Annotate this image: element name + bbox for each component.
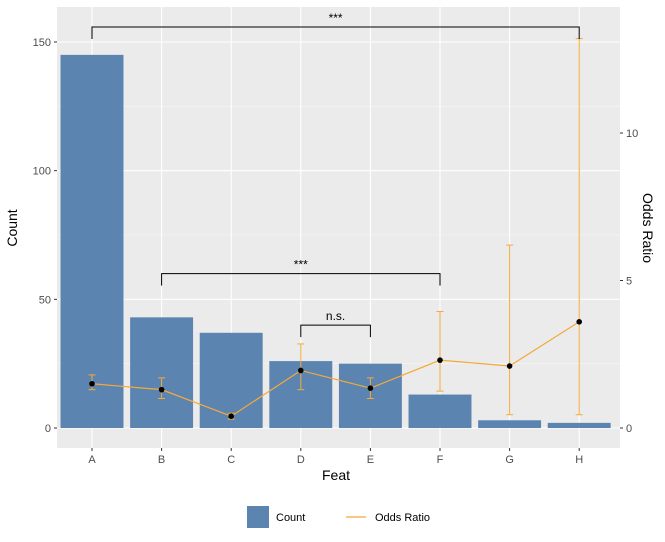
bar-h	[547, 422, 611, 428]
significance-label: ***	[294, 258, 308, 272]
x-tick-label-d: D	[297, 454, 305, 466]
y-tick-label: 100	[33, 166, 51, 178]
bars	[60, 54, 611, 428]
odds-ratio-point-h	[576, 319, 582, 325]
y2-tick-label: 5	[626, 276, 632, 288]
odds-ratio-point-c	[228, 413, 234, 420]
legend-count-label: Count	[276, 512, 305, 524]
odds-ratio-point-g	[506, 363, 513, 369]
x-tick-label-e: E	[367, 454, 374, 466]
y-tick-label: 150	[33, 37, 51, 49]
x-tick-label-f: F	[437, 454, 444, 466]
odds-ratio-point-b	[158, 386, 165, 393]
significance-bracket	[91, 26, 580, 39]
odds-ratio-line	[91, 321, 580, 417]
x-tick-label-b: B	[158, 454, 165, 466]
y2-tick-label: 0	[626, 423, 632, 435]
y2-axis-title: Odds Ratio	[640, 193, 656, 263]
bar-g	[478, 420, 542, 428]
bar-f	[408, 394, 472, 428]
x-tick-label-c: C	[227, 454, 235, 466]
odds-ratio-point-a	[89, 380, 95, 387]
significance-bracket	[161, 273, 441, 286]
significance-annotations: *** *** n.s.	[91, 11, 580, 338]
axes: 0 50 100 150 0 5 10 A B C D E F G H	[33, 37, 639, 466]
error-bars	[88, 38, 583, 420]
odds-ratio-point-f	[437, 357, 443, 363]
bar-a	[60, 54, 124, 428]
x-axis-title: Feat	[322, 467, 350, 483]
x-tick-label-g: G	[505, 454, 514, 466]
odds-ratio-polyline	[91, 321, 580, 417]
y-tick-label: 50	[39, 294, 51, 306]
x-tick-label-h: H	[575, 454, 583, 466]
significance-bracket	[300, 324, 371, 338]
legend: Count Odds Ratio	[247, 506, 430, 528]
odds-ratio-point-d	[298, 367, 304, 374]
bar-b	[130, 317, 194, 428]
y-tick-label: 0	[45, 423, 51, 435]
legend-count-swatch	[247, 506, 269, 528]
x-tick-label-a: A	[88, 454, 96, 466]
odds-ratio-point-e	[367, 385, 374, 391]
y2-tick-label: 10	[626, 128, 638, 140]
y-axis-title: Count	[4, 209, 20, 246]
significance-label: ***	[329, 11, 343, 25]
legend-odds-ratio-label: Odds Ratio	[375, 512, 430, 524]
significance-label: n.s.	[326, 309, 345, 323]
bar-c	[199, 332, 263, 428]
odds-ratio-points	[89, 319, 582, 420]
